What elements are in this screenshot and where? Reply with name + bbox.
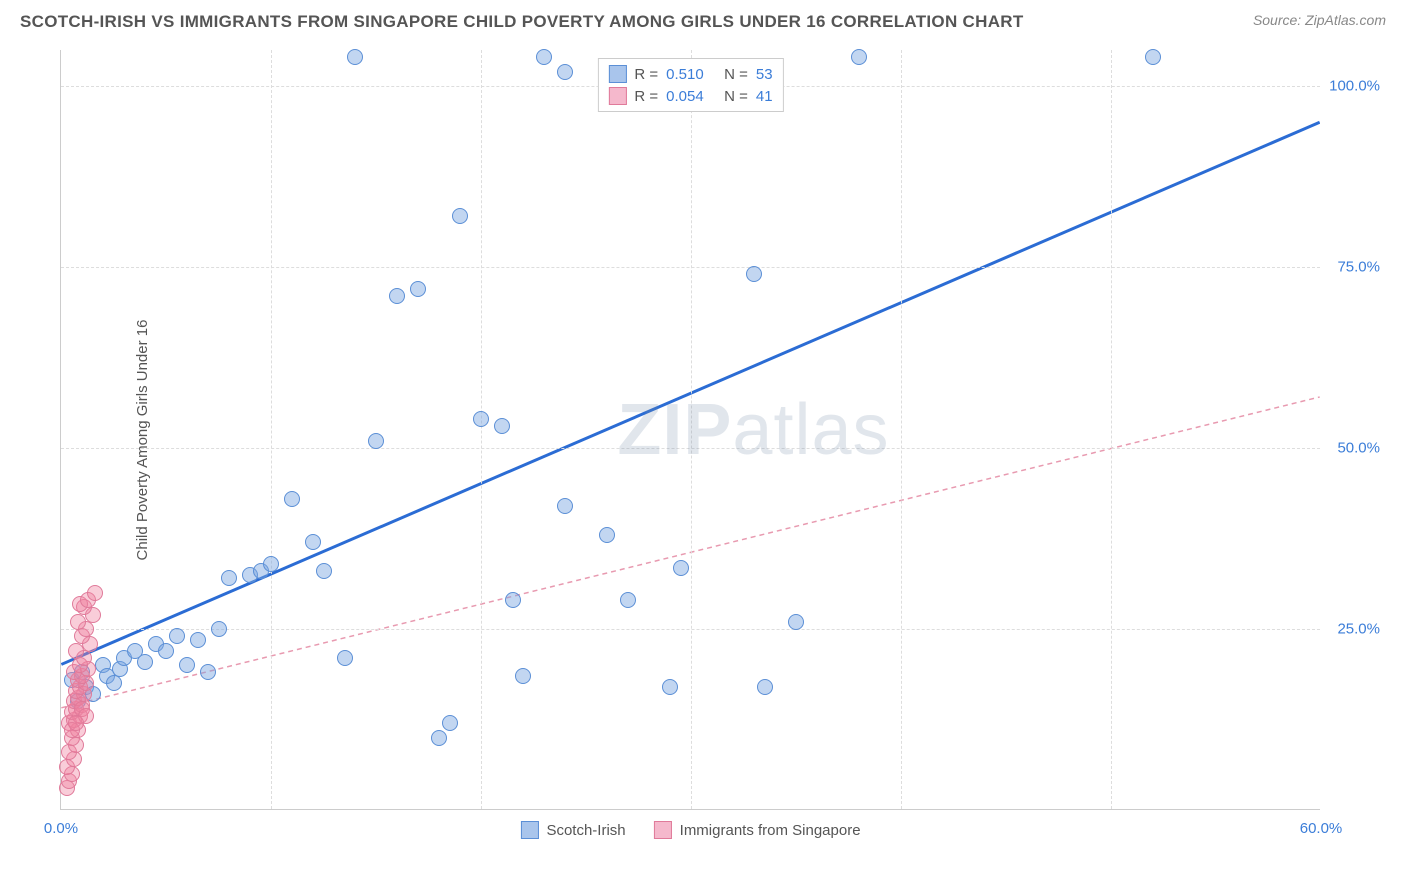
data-point xyxy=(68,715,84,731)
data-point xyxy=(1145,49,1161,65)
plot-region: ZIPatlas R =0.510N =53R =0.054N =41 Scot… xyxy=(60,50,1320,810)
data-point xyxy=(211,621,227,637)
data-point xyxy=(368,433,384,449)
data-point xyxy=(515,668,531,684)
legend-label: Immigrants from Singapore xyxy=(680,822,861,839)
data-point xyxy=(190,632,206,648)
data-point xyxy=(505,592,521,608)
data-point xyxy=(746,266,762,282)
legend-label: Scotch-Irish xyxy=(546,822,625,839)
series-legend: Scotch-Irish Immigrants from Singapore xyxy=(520,821,860,839)
data-point xyxy=(431,730,447,746)
gridline-v xyxy=(271,50,272,809)
n-value: 53 xyxy=(756,66,773,83)
data-point xyxy=(389,288,405,304)
legend-swatch xyxy=(608,65,626,83)
data-point xyxy=(851,49,867,65)
data-point xyxy=(557,498,573,514)
data-point xyxy=(673,560,689,576)
data-point xyxy=(473,411,489,427)
data-point xyxy=(536,49,552,65)
data-point xyxy=(137,654,153,670)
r-label: R = xyxy=(634,66,658,83)
data-point xyxy=(452,208,468,224)
data-point xyxy=(557,64,573,80)
data-point xyxy=(179,657,195,673)
n-label: N = xyxy=(724,66,748,83)
legend-item: Immigrants from Singapore xyxy=(654,821,861,839)
y-tick-label: 50.0% xyxy=(1325,440,1380,457)
data-point xyxy=(757,679,773,695)
y-tick-label: 75.0% xyxy=(1325,259,1380,276)
n-label: N = xyxy=(724,88,748,105)
gridline-v xyxy=(1111,50,1112,809)
legend-row: R = 0.510 N = 53 xyxy=(608,63,772,85)
data-point xyxy=(284,491,300,507)
legend-row: R = 0.054 N = 41 xyxy=(608,85,772,107)
data-point xyxy=(87,585,103,601)
data-point xyxy=(200,664,216,680)
y-tick-label: 100.0% xyxy=(1325,78,1380,95)
chart-title: SCOTCH-IRISH VS IMMIGRANTS FROM SINGAPOR… xyxy=(20,12,1024,32)
legend-item: Scotch-Irish xyxy=(520,821,625,839)
x-tick-label: 60.0% xyxy=(1300,820,1343,837)
r-value: 0.054 xyxy=(666,88,716,105)
data-point xyxy=(662,679,678,695)
data-point xyxy=(442,715,458,731)
x-tick-label: 0.0% xyxy=(44,820,78,837)
data-point xyxy=(494,418,510,434)
source-attribution: Source: ZipAtlas.com xyxy=(1253,12,1386,28)
data-point xyxy=(70,614,86,630)
legend-swatch xyxy=(654,821,672,839)
data-point xyxy=(305,534,321,550)
data-point xyxy=(620,592,636,608)
data-point xyxy=(347,49,363,65)
chart-area: Child Poverty Among Girls Under 16 ZIPat… xyxy=(60,50,1380,830)
data-point xyxy=(106,675,122,691)
data-point xyxy=(316,563,332,579)
correlation-legend: R = 0.510 N = 53 R = 0.054 N = 41 xyxy=(597,58,783,112)
watermark: ZIPatlas xyxy=(617,389,889,471)
n-value: 41 xyxy=(756,88,773,105)
r-value: 0.510 xyxy=(666,66,716,83)
data-point xyxy=(599,527,615,543)
gridline-v xyxy=(691,50,692,809)
gridline-v xyxy=(481,50,482,809)
chart-header: SCOTCH-IRISH VS IMMIGRANTS FROM SINGAPOR… xyxy=(0,0,1406,40)
data-point xyxy=(68,643,84,659)
legend-swatch xyxy=(608,87,626,105)
data-point xyxy=(263,556,279,572)
watermark-bold: ZIP xyxy=(617,390,732,470)
y-tick-label: 25.0% xyxy=(1325,621,1380,638)
gridline-v xyxy=(901,50,902,809)
watermark-rest: atlas xyxy=(732,390,889,470)
legend-swatch xyxy=(520,821,538,839)
data-point xyxy=(788,614,804,630)
data-point xyxy=(158,643,174,659)
data-point xyxy=(337,650,353,666)
data-point xyxy=(221,570,237,586)
data-point xyxy=(169,628,185,644)
data-point xyxy=(410,281,426,297)
r-label: R = xyxy=(634,88,658,105)
